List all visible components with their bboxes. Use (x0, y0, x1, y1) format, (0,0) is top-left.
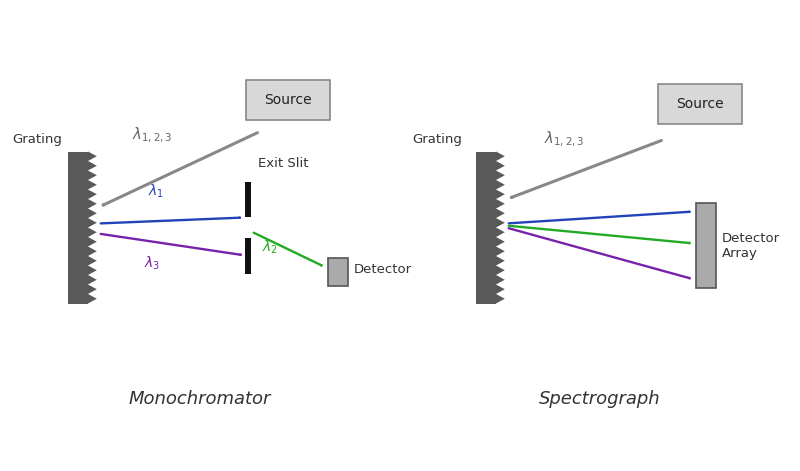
Bar (245, 181, 251, 218)
FancyBboxPatch shape (658, 83, 742, 123)
Polygon shape (88, 189, 97, 199)
Polygon shape (496, 189, 505, 199)
Polygon shape (88, 152, 97, 161)
FancyBboxPatch shape (246, 80, 330, 120)
Bar (328, 258, 348, 285)
Text: Grating: Grating (412, 133, 462, 146)
Polygon shape (496, 294, 505, 303)
Polygon shape (88, 275, 97, 284)
Text: Exit Slit: Exit Slit (258, 157, 309, 170)
Polygon shape (496, 246, 505, 256)
Polygon shape (88, 161, 97, 171)
Polygon shape (88, 180, 97, 189)
Text: Monochromator: Monochromator (129, 390, 271, 408)
Text: $\lambda_2$: $\lambda_2$ (262, 238, 278, 256)
Polygon shape (88, 284, 97, 294)
Polygon shape (496, 237, 505, 246)
Polygon shape (496, 227, 505, 237)
Polygon shape (496, 171, 505, 180)
Polygon shape (88, 199, 97, 209)
Text: Detector
Array: Detector Array (722, 232, 780, 260)
Polygon shape (496, 199, 505, 209)
Polygon shape (88, 266, 97, 275)
Polygon shape (88, 209, 97, 218)
Polygon shape (88, 171, 97, 180)
Text: Detector: Detector (354, 263, 412, 276)
Polygon shape (88, 256, 97, 266)
Polygon shape (88, 237, 97, 246)
Bar (696, 203, 716, 287)
Polygon shape (496, 218, 505, 227)
Polygon shape (496, 284, 505, 294)
Polygon shape (88, 218, 97, 227)
Text: Source: Source (264, 92, 312, 106)
Text: $\lambda_{1,2,3}$: $\lambda_{1,2,3}$ (132, 126, 173, 145)
Bar (245, 237, 251, 274)
Text: Grating: Grating (12, 133, 62, 146)
Polygon shape (496, 152, 505, 161)
Polygon shape (496, 256, 505, 266)
Text: Spectrograph: Spectrograph (539, 390, 661, 408)
Bar (68, 152, 88, 303)
Bar (476, 152, 496, 303)
Text: Source: Source (676, 97, 724, 111)
Polygon shape (496, 180, 505, 189)
Polygon shape (88, 246, 97, 256)
Polygon shape (88, 227, 97, 237)
Text: $\lambda_1$: $\lambda_1$ (148, 182, 164, 200)
Text: $\lambda_{1,2,3}$: $\lambda_{1,2,3}$ (544, 130, 585, 149)
Polygon shape (496, 275, 505, 284)
Text: $\lambda_3$: $\lambda_3$ (144, 254, 160, 272)
Polygon shape (496, 209, 505, 218)
Polygon shape (88, 294, 97, 303)
Polygon shape (496, 266, 505, 275)
Polygon shape (496, 161, 505, 171)
